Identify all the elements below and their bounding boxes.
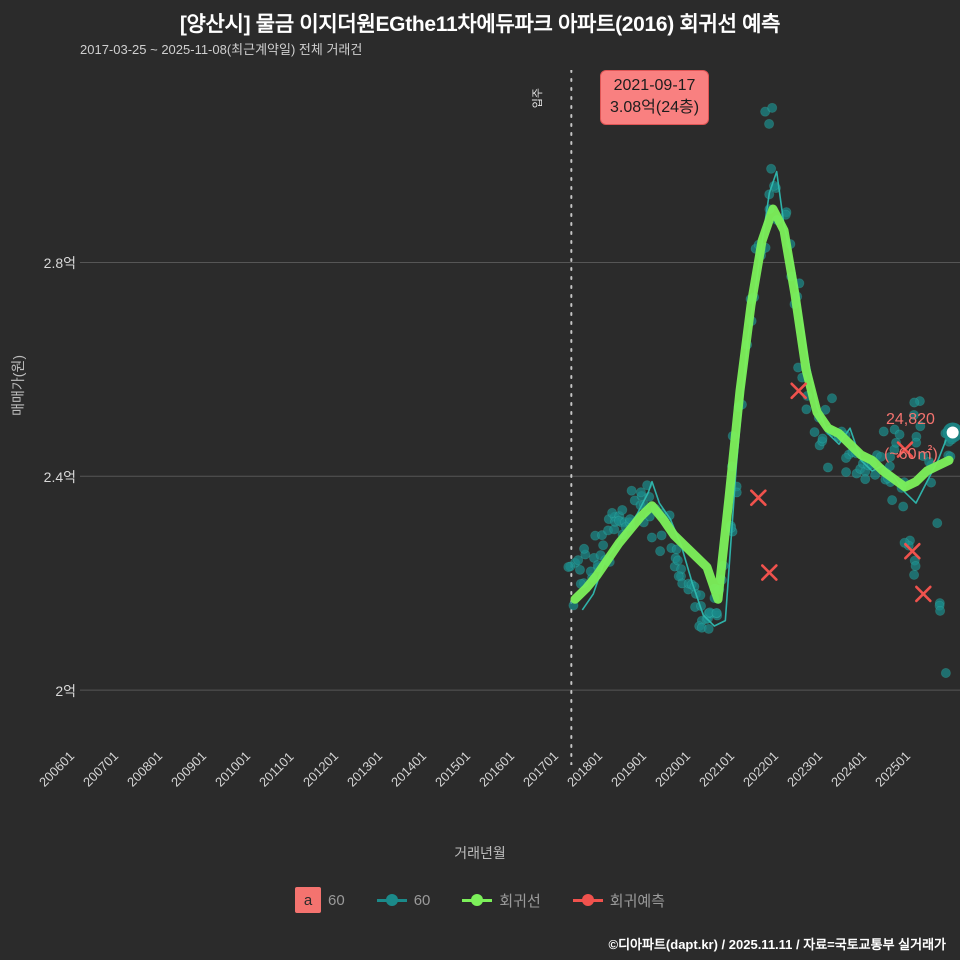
legend-item-badge[interactable]: a 60: [295, 887, 345, 913]
regression-line: [570, 204, 954, 604]
movein-label: 입주: [532, 88, 544, 109]
scatter-point: [801, 404, 812, 415]
scatter-point: [766, 163, 777, 174]
peak-annotation-price: 3.08억(24층): [610, 98, 700, 116]
legend-marker-icon: [572, 893, 603, 907]
scatter-point: [767, 102, 778, 113]
legend-item-scatter60[interactable]: 60: [376, 891, 431, 909]
scatter-point: [672, 555, 683, 566]
scatter-point: [909, 569, 920, 580]
scatter-point: [909, 397, 920, 408]
peak-annotation-date: 2021-09-17: [613, 77, 696, 94]
legend-item-regression[interactable]: 회귀선: [462, 890, 541, 911]
scatter-point: [626, 485, 637, 496]
scatter-point: [910, 560, 921, 571]
scatter-point: [617, 504, 628, 515]
last-area-label: (~60㎡): [884, 446, 938, 463]
plot-area: [80, 70, 960, 765]
legend-badge-a: a: [295, 887, 321, 913]
scatter-point: [563, 561, 574, 572]
scatter-point: [915, 421, 926, 432]
scatter-point: [841, 467, 852, 478]
y-tick-label: 2.8억: [43, 255, 76, 272]
legend-marker-icon: [376, 893, 407, 907]
scatter-point: [703, 623, 714, 634]
y-axis-label: 매매가(원): [10, 355, 26, 416]
scatter-point: [935, 605, 946, 616]
legend-label: 회귀선: [499, 892, 541, 910]
y-tick-label: 2.4억: [43, 469, 76, 486]
gridlines: [80, 261, 960, 691]
scatter-point: [932, 518, 943, 529]
peak-annotation-box: 2021-09-17 3.08억(24층): [600, 70, 710, 126]
page-title: [양산시] 물금 이지더원EGthe11차에듀파크 아파트(2016) 회귀선 …: [179, 13, 781, 36]
last-value-label: 24,820: [886, 411, 935, 428]
scatter-point: [822, 462, 833, 473]
scatter-point: [898, 501, 909, 512]
scatter-point: [885, 451, 896, 462]
forecast-x-marker: [750, 489, 767, 506]
scatter-point: [579, 543, 590, 554]
forecast-x-marker: [896, 441, 914, 458]
scatter-point: [918, 451, 929, 462]
scatter-point: [809, 427, 820, 438]
scatter-point: [826, 393, 837, 404]
legend-label: 60: [328, 891, 345, 909]
chart-legend: a 60 60 회귀선 회귀예측: [0, 887, 960, 913]
scatter-point: [764, 118, 775, 129]
scatter-point: [573, 555, 584, 566]
scatter-point: [940, 668, 951, 679]
scatter-point: [598, 540, 609, 551]
highlight-point: [942, 422, 960, 443]
scatter-point: [860, 474, 871, 485]
scatter-point: [635, 487, 646, 498]
forecast-x-marker: [761, 564, 778, 581]
scatter-point: [891, 437, 902, 448]
scatter-point: [887, 495, 898, 506]
scatter-point: [875, 451, 886, 462]
forecast-x-marker: [915, 585, 932, 603]
legend-marker-icon: [462, 893, 493, 907]
scatter-points: [563, 102, 958, 679]
scatter-point: [878, 426, 889, 437]
forecast-x-marker: [790, 382, 807, 400]
footer-credit: ©디아파트(dapt.kr) / 2025.11.11 / 자료=국토교통부 실…: [608, 937, 946, 952]
scatter-point: [711, 607, 722, 618]
legend-label: 60: [413, 891, 431, 909]
scatter-point: [646, 532, 657, 543]
scatter-point: [908, 409, 919, 420]
y-tick-label: 2억: [55, 683, 76, 700]
chart-subtitle: 2017-03-25 ~ 2025-11-08(최근계약일) 전체 거래건: [80, 42, 363, 57]
scatter-point: [655, 546, 666, 557]
x-axis-label: 거래년월: [454, 845, 506, 861]
scatter-point: [574, 564, 585, 575]
scatter-point: [840, 452, 851, 463]
x-tick-label: 200601: [36, 748, 78, 790]
scatter-point: [894, 429, 905, 440]
legend-label: 회귀예측: [609, 892, 665, 910]
chart-svg: [80, 70, 960, 765]
forecast-x-marker: [904, 542, 921, 560]
scatter-point: [656, 530, 667, 541]
forecast-markers: [750, 382, 932, 603]
scatter-point: [817, 433, 828, 444]
legend-item-forecast[interactable]: 회귀예측: [572, 890, 665, 911]
